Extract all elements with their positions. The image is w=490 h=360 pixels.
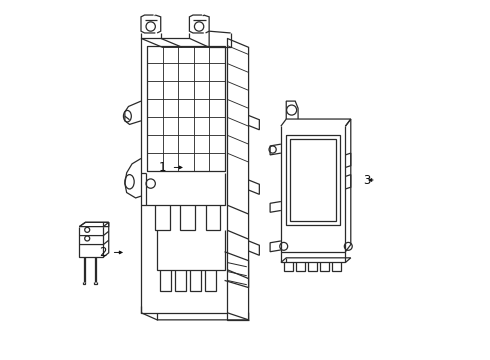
Text: 2: 2 — [98, 246, 106, 259]
Text: 1: 1 — [159, 161, 166, 174]
Text: 3: 3 — [363, 174, 370, 186]
